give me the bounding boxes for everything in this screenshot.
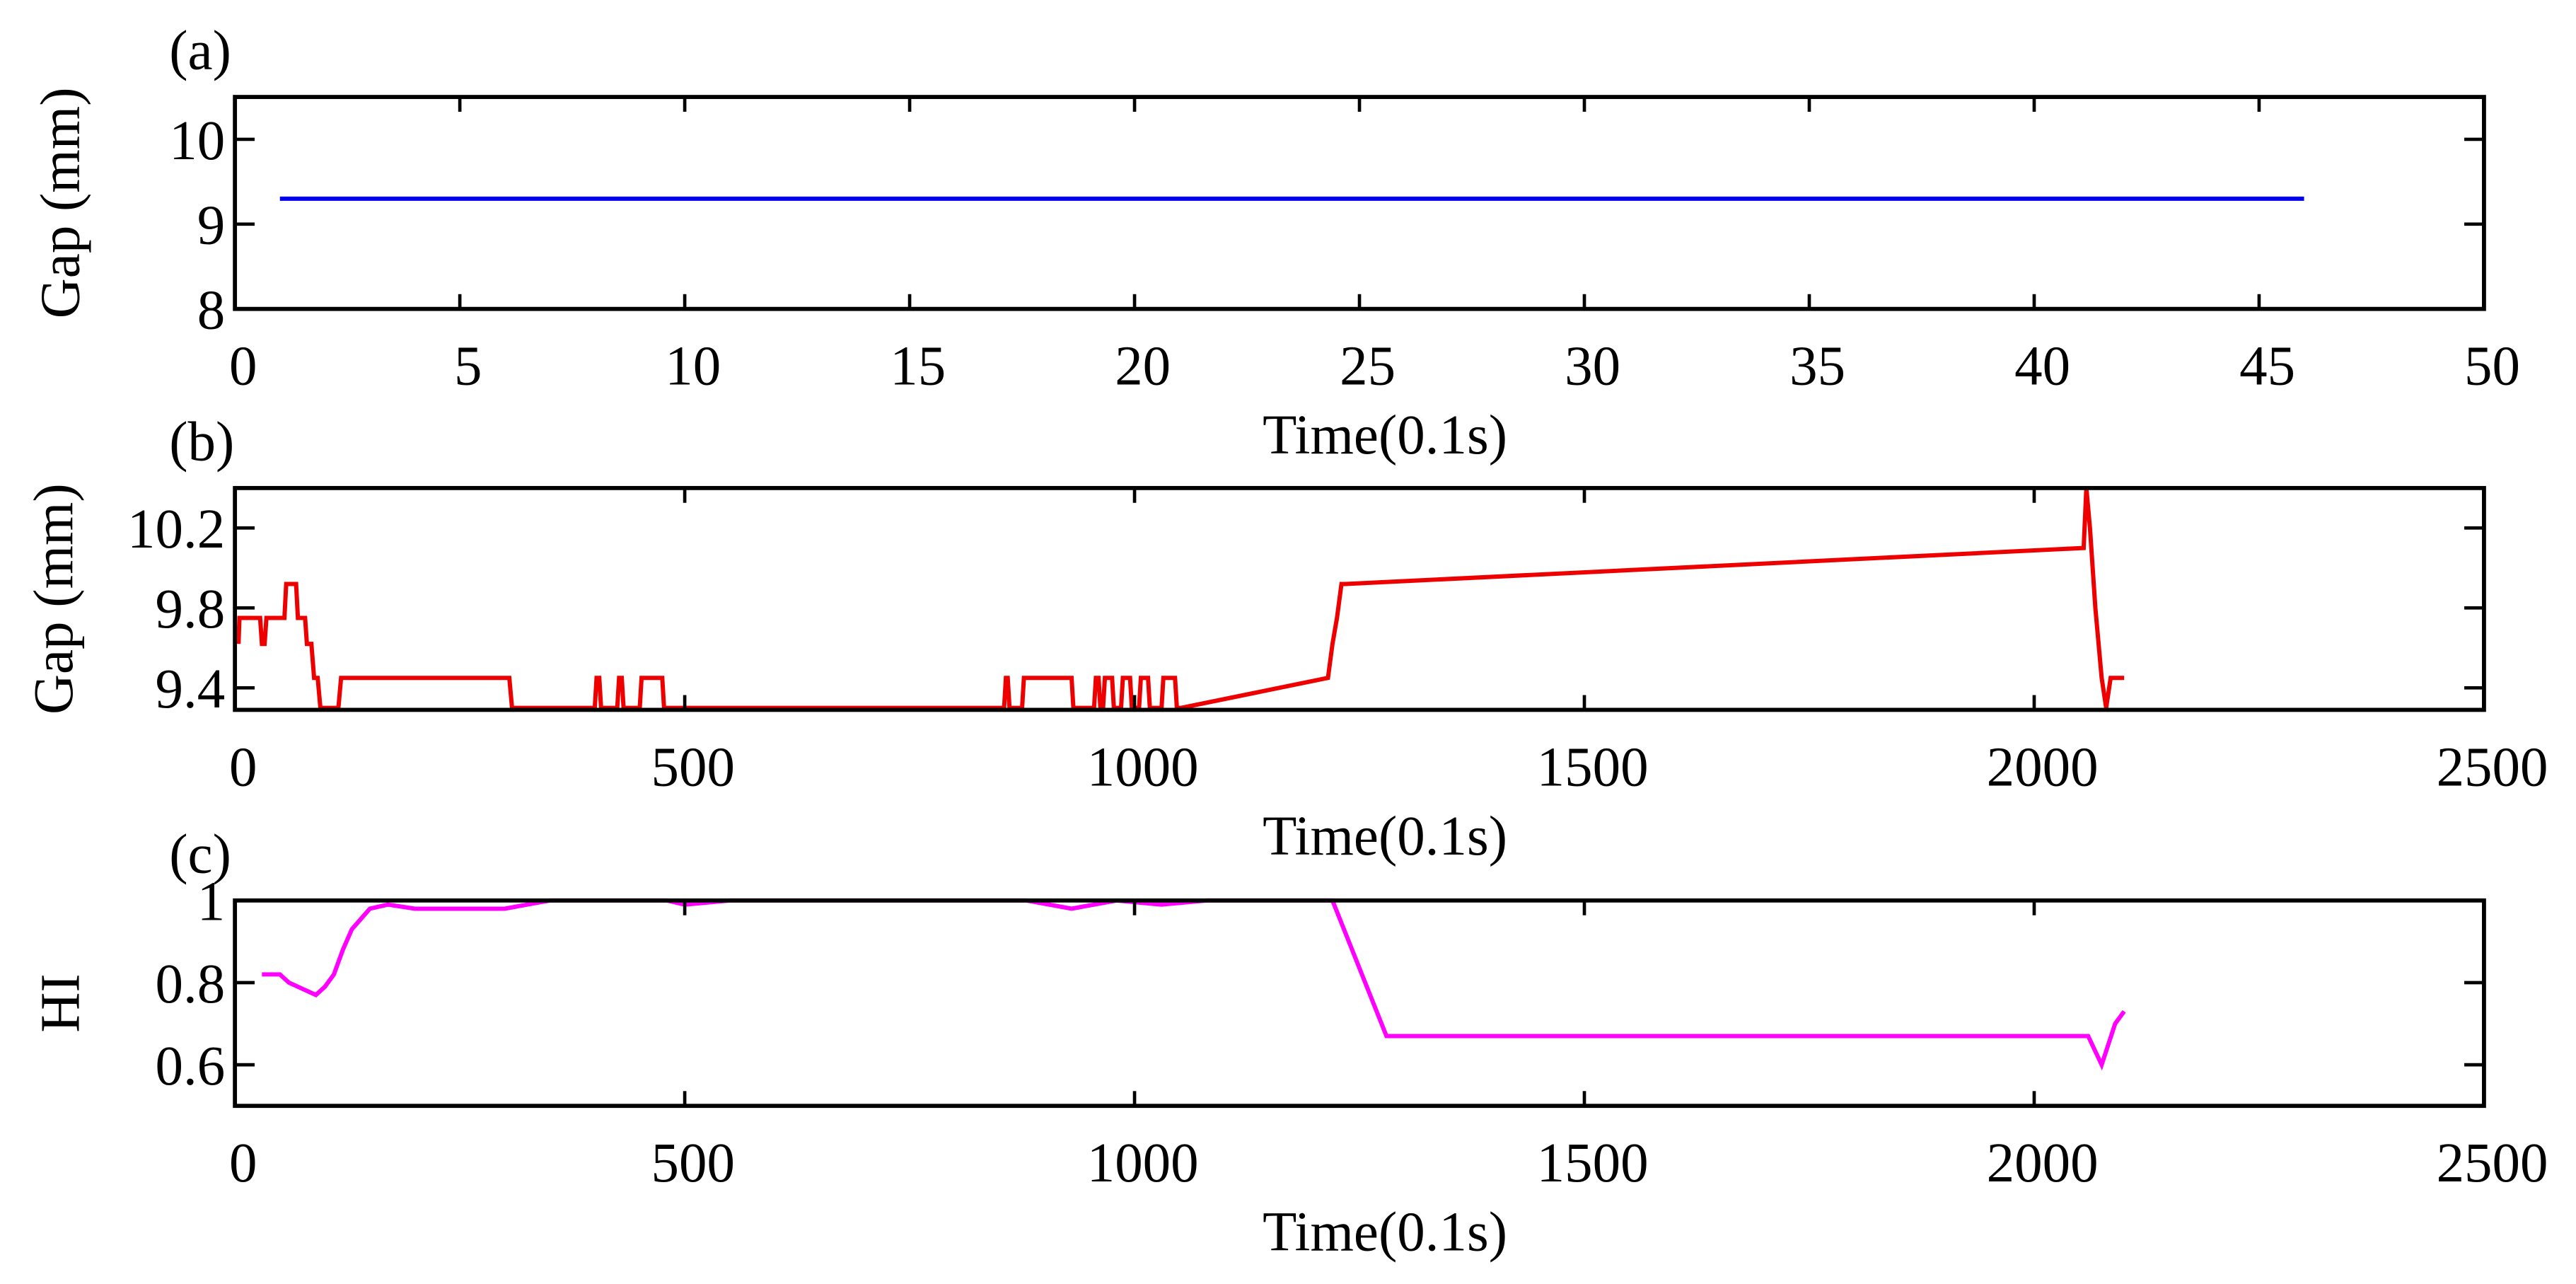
plot-frame: [233, 898, 2486, 1109]
x-tick-label: 500: [651, 1133, 734, 1194]
panel-label: (c): [169, 823, 231, 885]
y-tick-label: 1: [197, 872, 225, 933]
y-tick-label: 10: [169, 110, 225, 172]
y-tick-label: 8: [197, 280, 225, 342]
y-tick-label: 9: [197, 195, 225, 257]
x-axis-label: Time(0.1s): [1263, 806, 1507, 867]
x-tick-label: 20: [1115, 336, 1171, 398]
x-tick-label: 2500: [2437, 736, 2548, 798]
x-tick-label: 2500: [2437, 1133, 2548, 1194]
panel-label: (a): [169, 21, 231, 82]
x-axis-label: Time(0.1s): [1263, 1202, 1507, 1263]
x-tick-label: 1000: [1087, 1133, 1199, 1194]
x-tick-label: 10: [665, 336, 721, 398]
x-tick-label: 1000: [1087, 736, 1199, 798]
y-axis-label: HI: [30, 973, 91, 1032]
data-line: [262, 898, 2126, 1071]
y-tick-label: 10.2: [127, 499, 225, 560]
y-axis-label: Gap (mm): [23, 483, 85, 715]
y-tick-label: 9.4: [155, 659, 225, 720]
plot-frame: [233, 485, 2486, 712]
data-line: [236, 487, 2125, 710]
x-tick-label: 500: [651, 736, 734, 798]
panel-label: (b): [169, 411, 234, 473]
x-tick-label: 25: [1340, 336, 1396, 398]
x-tick-label: 35: [1789, 336, 1845, 398]
plot-frame: [233, 95, 2486, 311]
y-tick-label: 9.8: [155, 579, 225, 640]
x-tick-label: 45: [2239, 336, 2295, 398]
y-tick-label: 0.6: [155, 1036, 225, 1097]
x-tick-label: 0: [229, 336, 257, 398]
x-tick-label: 1500: [1537, 736, 1649, 798]
y-tick-label: 0.8: [155, 954, 225, 1015]
x-tick-label: 2000: [1987, 736, 2099, 798]
y-axis-label: Gap (mm): [30, 87, 91, 318]
x-tick-label: 2000: [1987, 1133, 2099, 1194]
x-tick-label: 30: [1565, 336, 1620, 398]
x-tick-label: 0: [229, 736, 257, 798]
x-tick-label: 5: [454, 336, 482, 398]
x-tick-label: 0: [229, 1133, 257, 1194]
x-tick-label: 50: [2464, 336, 2520, 398]
x-tick-label: 40: [2014, 336, 2070, 398]
x-tick-label: 1500: [1537, 1133, 1649, 1194]
x-tick-label: 15: [890, 336, 946, 398]
x-axis-label: Time(0.1s): [1263, 405, 1507, 466]
